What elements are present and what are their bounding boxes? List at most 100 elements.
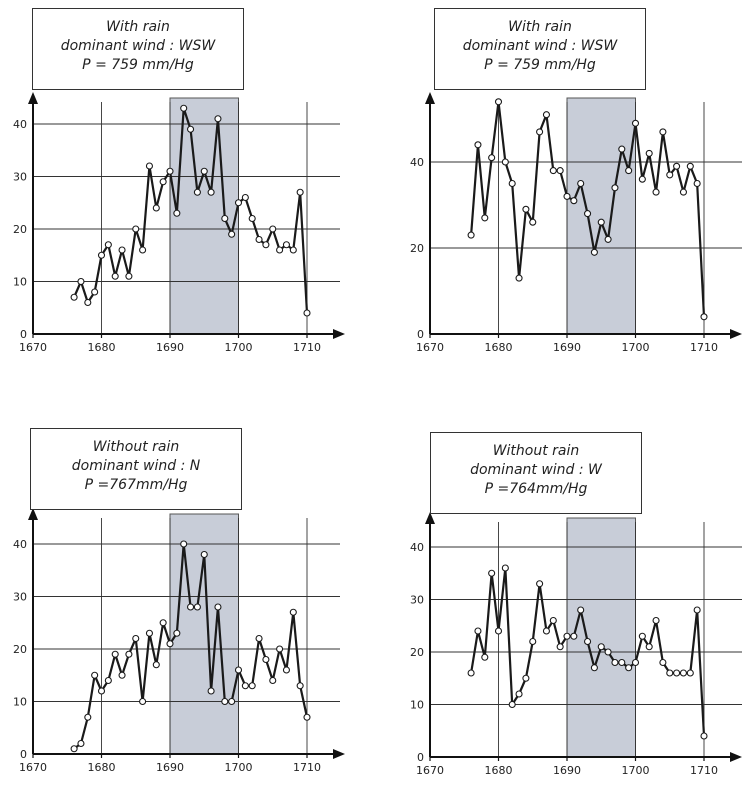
data-point: [481, 653, 489, 661]
data-point: [152, 661, 160, 669]
chart-title-line: Without rain: [92, 439, 180, 455]
x-tick-label: 1710: [293, 761, 321, 774]
data-point: [228, 697, 236, 706]
y-tick-label: 0: [20, 328, 27, 341]
shaded-period: [169, 97, 239, 335]
chart-title-line: P = 759 mm/Hg: [484, 57, 596, 73]
chart-title-line: P =764mm/Hg: [484, 481, 588, 497]
data-point: [556, 167, 564, 175]
data-point: [522, 205, 530, 213]
data-point: [522, 674, 530, 682]
chart-title-line: dominant wind : WSW: [60, 38, 216, 54]
data-point: [604, 235, 612, 243]
data-point: [604, 648, 612, 656]
shaded-period: [566, 517, 636, 758]
data-point: [638, 175, 646, 183]
data-point: [666, 669, 674, 677]
data-point: [467, 231, 475, 239]
data-point: [118, 246, 126, 254]
y-tick-label: 10: [13, 696, 27, 709]
data-point: [97, 687, 106, 695]
data-point: [638, 632, 646, 640]
chart-title: With rain dominant wind : WSW P = 759 mm/H…: [435, 18, 645, 75]
data-point: [549, 616, 557, 625]
data-point: [590, 664, 598, 672]
x-tick-label: 1680: [88, 761, 116, 774]
data-point: [563, 192, 571, 200]
data-point: [597, 218, 605, 226]
chart-title-line: dominant wind : WSW: [462, 38, 618, 54]
data-point: [467, 669, 475, 677]
data-point: [570, 197, 578, 205]
data-point: [625, 664, 633, 672]
data-point: [248, 214, 256, 223]
data-point: [262, 655, 270, 664]
data-point: [583, 210, 592, 218]
y-tick-label: 40: [410, 156, 424, 169]
data-point: [234, 666, 243, 674]
chart-title-line: dominant wind : W: [470, 462, 602, 478]
data-point: [84, 298, 92, 307]
data-point: [652, 188, 660, 196]
data-point: [686, 162, 694, 170]
x-axis-arrow: [730, 752, 742, 762]
data-point: [255, 235, 263, 244]
data-point: [282, 241, 291, 249]
data-point: [84, 713, 92, 721]
data-point: [104, 676, 112, 685]
chart-title-line: Without rain: [492, 443, 580, 459]
data-point: [70, 293, 78, 301]
data-point: [159, 619, 167, 627]
x-tick-label: 1710: [293, 341, 321, 354]
chart-panel-4: 1670 1680 1690 1700 1710 0 10 20 30 40: [410, 512, 742, 777]
data-point: [693, 606, 701, 614]
x-tick-label: 1690: [156, 341, 184, 354]
x-tick-label: 1700: [622, 341, 650, 354]
data-point: [207, 687, 215, 695]
x-tick-label: 1690: [156, 761, 184, 774]
y-tick-label: 10: [410, 699, 424, 712]
data-point: [515, 274, 523, 282]
data-point: [145, 162, 153, 170]
chart-title-box: Without rain dominant wind : N P =767mm/Hg: [30, 428, 242, 510]
data-point: [173, 209, 181, 217]
data-point: [214, 115, 222, 123]
data-point: [262, 241, 270, 249]
data-point: [570, 632, 578, 640]
data-point: [631, 658, 640, 667]
y-tick-label: 20: [13, 643, 27, 656]
data-point: [289, 608, 297, 616]
data-point: [542, 111, 551, 119]
data-point: [515, 690, 523, 698]
x-tick-label: 1670: [416, 341, 444, 354]
data-point: [686, 669, 694, 677]
chart-title-line: With rain: [106, 19, 170, 35]
x-tick-label: 1680: [88, 341, 116, 354]
x-tick-label: 1710: [690, 764, 718, 777]
x-axis-arrow: [730, 329, 742, 339]
data-point: [679, 188, 688, 196]
data-point: [241, 682, 249, 690]
data-point: [145, 629, 153, 637]
y-tick-label: 0: [417, 328, 424, 341]
data-point: [611, 184, 619, 192]
data-point: [488, 569, 496, 577]
data-point: [494, 98, 503, 106]
x-tick-label: 1670: [19, 761, 47, 774]
chart-title-box: Without rain dominant wind : W P =764mm/Hg: [430, 432, 642, 514]
data-point: [282, 666, 291, 674]
data-point: [549, 167, 557, 175]
data-point: [104, 241, 112, 249]
data-point: [125, 272, 133, 280]
data-point: [91, 288, 99, 296]
data-point: [159, 178, 167, 186]
x-tick-label: 1710: [690, 341, 718, 354]
chart-title-line: P =767mm/Hg: [84, 477, 188, 493]
data-point: [631, 119, 640, 127]
shaded-period: [566, 97, 636, 335]
data-point: [590, 248, 598, 256]
data-point: [139, 246, 147, 254]
data-point: [269, 676, 277, 685]
data-point: [693, 179, 701, 188]
